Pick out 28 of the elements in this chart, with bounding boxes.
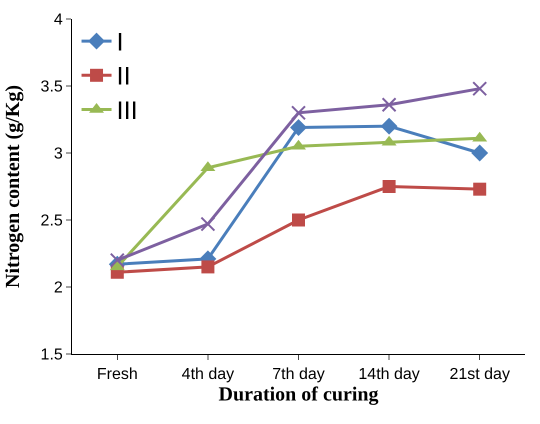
- x-axis-title: Duration of curing: [218, 384, 378, 406]
- y-tick-label: 1.5: [40, 346, 63, 364]
- point: [291, 105, 306, 120]
- y-tick-label: 4: [54, 12, 63, 29]
- point: [292, 214, 305, 226]
- point: [290, 119, 307, 136]
- point: [200, 216, 216, 232]
- point: [472, 81, 488, 96]
- y-tick-label: 3.5: [40, 78, 63, 96]
- point: [382, 97, 397, 112]
- legend-label: III: [116, 96, 138, 125]
- y-tick-label: 2.5: [40, 212, 63, 230]
- point: [380, 118, 398, 135]
- point: [382, 180, 396, 193]
- y-tick-label: 3: [54, 146, 63, 163]
- x-tick-label: Fresh: [96, 366, 138, 384]
- x-tick-label: 7th day: [272, 366, 325, 384]
- x-tick-label: 4th day: [182, 366, 234, 384]
- x-tick-label: 14th day: [358, 366, 420, 384]
- y-axis-title: Nitrogen content (g/Kg): [2, 85, 24, 288]
- point: [471, 144, 488, 162]
- point: [110, 252, 125, 268]
- point: [473, 182, 486, 196]
- legend-label: I: [116, 28, 124, 56]
- x-tick-label: 21st day: [449, 366, 510, 384]
- legend-label: II: [116, 62, 131, 91]
- y-tick-label: 2: [54, 280, 63, 297]
- point: [201, 260, 214, 274]
